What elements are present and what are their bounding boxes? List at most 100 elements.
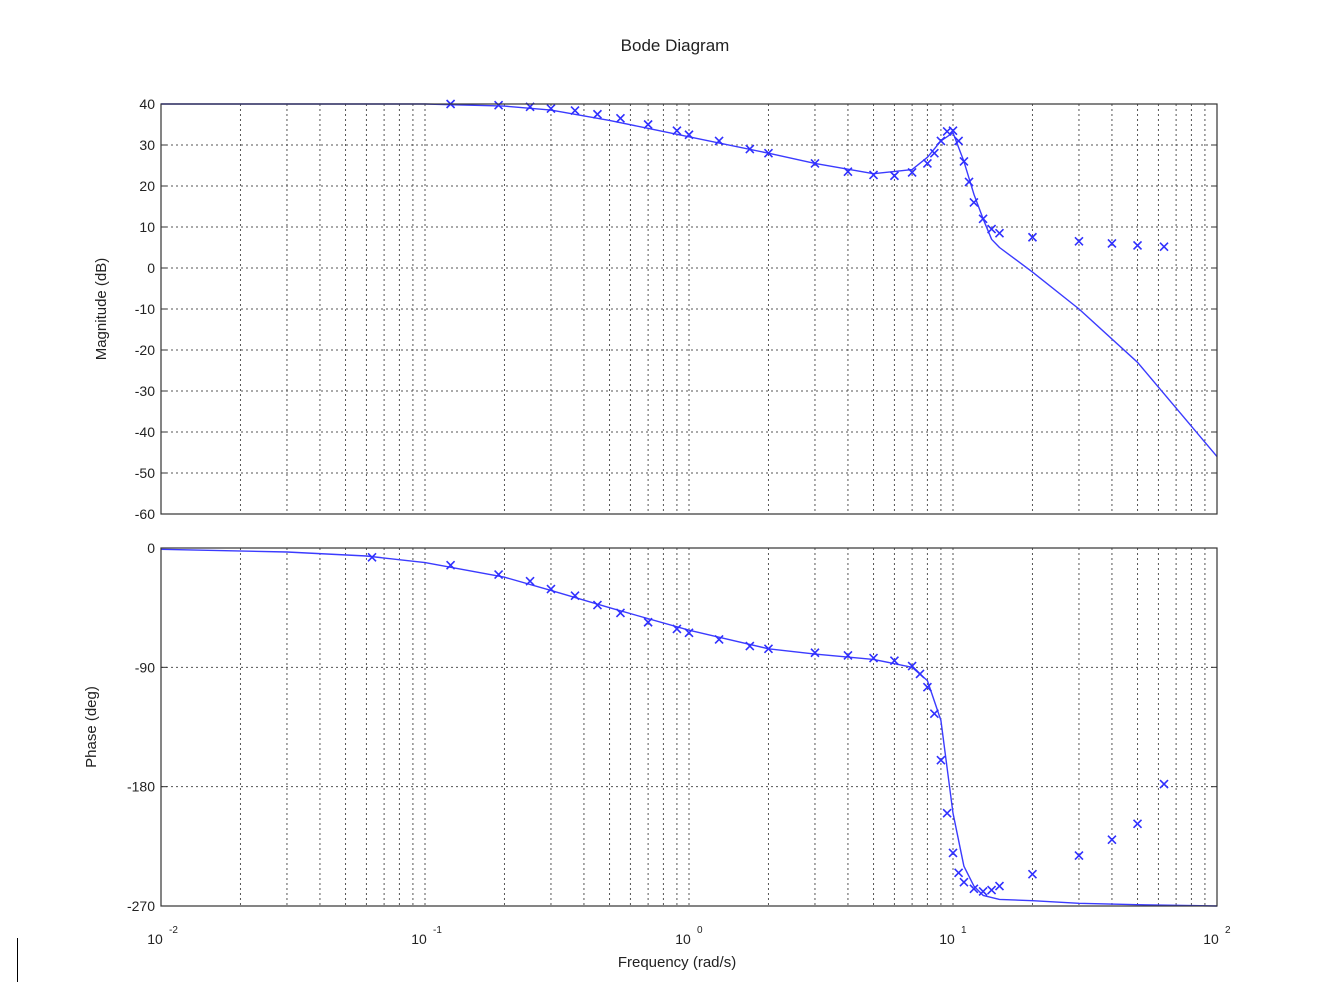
magnitude-data-point — [948, 126, 958, 136]
phase-data-point — [915, 669, 925, 679]
phase-grid — [161, 548, 1217, 906]
magnitude-y-tick-label: -30 — [135, 383, 155, 399]
phase-data-point — [1132, 819, 1143, 829]
magnitude-data-point — [868, 170, 879, 180]
magnitude-data-point — [1132, 240, 1143, 251]
x-tick-exponent: 2 — [1225, 925, 1231, 936]
phase-y-tick-label: 0 — [147, 540, 155, 556]
magnitude-y-tick-label: -20 — [135, 342, 155, 358]
phase-data-point — [714, 634, 724, 645]
magnitude-data-point — [1107, 238, 1117, 248]
phase-data-point — [936, 755, 946, 765]
magnitude-data-point — [745, 144, 755, 154]
magnitude-y-tick-label: 10 — [139, 219, 155, 235]
magnitude-data-point — [714, 136, 724, 146]
x-tick-label: 10 — [1203, 931, 1219, 947]
magnitude-data-point — [889, 171, 899, 181]
magnitude-data-point — [936, 136, 946, 146]
x-tick-exponent: 0 — [697, 925, 703, 936]
phase-data-point — [843, 650, 853, 660]
phase-data-point — [745, 641, 755, 651]
magnitude-series — [161, 99, 1218, 458]
phase-y-tick-label: -90 — [135, 659, 155, 675]
phase-data-point — [868, 653, 879, 663]
phase-y-ticks: 0 -90 -180 -270 — [127, 540, 1217, 914]
magnitude-data-point — [570, 105, 580, 116]
phase-data-point — [1027, 869, 1038, 879]
phase-y-tick-label: -180 — [127, 779, 155, 795]
x-tick-exponent: 1 — [961, 925, 967, 936]
x-tick-label: 10 — [147, 931, 163, 947]
phase-data-point — [1107, 835, 1117, 845]
phase-data-point — [684, 628, 694, 638]
magnitude-data-point — [546, 103, 556, 114]
phase-series — [160, 548, 1218, 907]
magnitude-data-point — [592, 109, 603, 119]
magnitude-panel: 40 30 20 10 0 -10 -20 -30 -40 -50 -60 Magnitude (d… — [93, 96, 1218, 522]
phase-data-point — [948, 848, 958, 858]
phase-data-point — [994, 881, 1005, 891]
magnitude-y-axis-label: Magnitude (dB) — [93, 258, 110, 361]
x-axis-label: Frequency (rad/s) — [618, 954, 736, 971]
phase-data-point — [922, 682, 932, 692]
frequency-x-ticks: 10 -2 10 -1 10 0 10 1 10 2 — [147, 925, 1231, 947]
magnitude-data-point — [929, 148, 939, 158]
phase-data-point — [978, 886, 988, 896]
phase-panel: 0 -90 -180 -270 Phase (deg) — [83, 540, 1218, 914]
magnitude-data-point — [969, 197, 979, 207]
magnitude-data-point — [810, 158, 820, 169]
magnitude-data-point — [1027, 232, 1038, 242]
phase-data-point — [1159, 779, 1169, 789]
magnitude-data-point — [615, 113, 626, 123]
phase-data-point — [987, 885, 997, 895]
magnitude-data-point — [987, 224, 997, 234]
phase-data-point — [969, 884, 979, 894]
magnitude-y-tick-label: 40 — [139, 96, 155, 112]
x-tick-label: 10 — [675, 931, 691, 947]
phase-data-point — [643, 617, 653, 627]
magnitude-plot-border — [160, 103, 1218, 515]
magnitude-data-point — [763, 148, 774, 158]
magnitude-series-line — [161, 103, 1218, 458]
phase-series-line — [160, 548, 1218, 907]
magnitude-data-point — [994, 228, 1005, 238]
phase-data-point — [810, 648, 820, 658]
magnitude-data-point — [1074, 236, 1084, 246]
phase-data-point — [763, 644, 774, 654]
phase-data-point — [907, 661, 917, 671]
magnitude-y-tick-label: -60 — [135, 506, 155, 522]
magnitude-y-ticks: 40 30 20 10 0 -10 -20 -30 -40 -50 -60 — [135, 96, 1217, 522]
phase-data-point — [929, 709, 939, 719]
magnitude-data-point — [907, 167, 917, 178]
phase-data-point — [954, 868, 964, 878]
phase-data-point — [889, 656, 899, 666]
magnitude-data-point — [672, 126, 682, 136]
phase-data-point — [494, 569, 504, 580]
phase-data-point — [546, 584, 556, 594]
magnitude-y-tick-label: -40 — [135, 424, 155, 440]
phase-data-point — [525, 576, 535, 586]
phase-y-axis-label: Phase (deg) — [83, 686, 100, 768]
phase-y-tick-label: -270 — [127, 898, 155, 914]
magnitude-grid — [161, 104, 1217, 514]
chart-title: Bode Diagram — [621, 36, 730, 55]
phase-plot-frame — [161, 548, 1217, 906]
magnitude-data-point — [959, 156, 969, 166]
phase-data-point — [1074, 851, 1084, 861]
phase-data-point — [615, 608, 626, 618]
phase-data-point — [570, 591, 580, 601]
magnitude-data-point — [922, 158, 932, 169]
phase-data-point — [942, 808, 952, 818]
magnitude-data-point — [954, 136, 964, 146]
phase-data-point — [959, 877, 969, 887]
phase-data-point — [367, 552, 377, 562]
magnitude-data-point — [643, 119, 653, 130]
x-tick-label: 10 — [411, 931, 427, 947]
text-cursor — [17, 938, 18, 982]
magnitude-data-point — [964, 177, 974, 187]
magnitude-y-tick-label: 0 — [147, 260, 155, 276]
phase-data-point — [592, 600, 603, 610]
phase-data-point — [672, 624, 682, 634]
magnitude-data-point — [1159, 242, 1169, 252]
